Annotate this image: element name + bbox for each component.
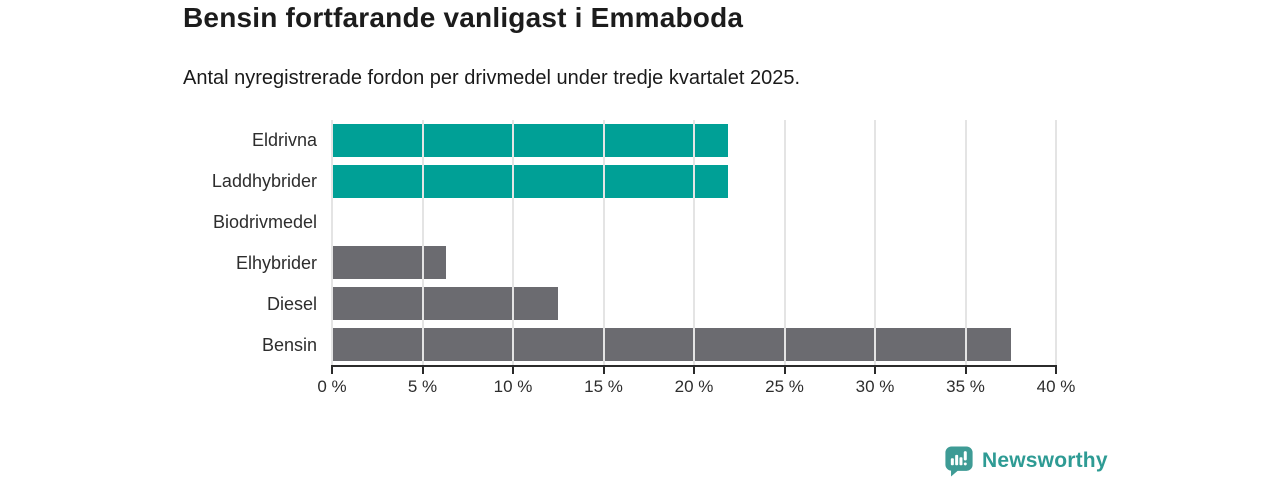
gridline [331,120,333,365]
x-axis-tick-label: 25 % [765,377,804,396]
x-axis-tick [331,365,333,374]
x-axis-tick-label: 15 % [584,377,623,396]
bar-elhybrider [332,246,447,280]
x-axis-tick-label: 0 % [317,377,347,396]
chart-subtitle: Antal nyregistrerade fordon per drivmede… [183,67,801,89]
x-axis-tick [783,365,786,374]
category-label-elhybrider: Elhybrider [235,252,317,273]
x-axis-tick [421,365,424,374]
newsworthy-logo: Newsworthy [944,445,1108,477]
x-axis-tick [693,365,695,374]
x-axis-tick-label: 10 % [493,377,533,396]
gridline [874,120,876,365]
newsworthy-logo-text: Newsworthy [982,449,1108,472]
x-axis-tick-label: 20 % [674,377,714,396]
gridline [783,120,786,365]
category-label-bensin: Bensin [261,334,317,355]
gridline [1055,120,1057,365]
x-axis-tick-label: 5 % [407,377,438,396]
chart-title: Bensin fortfarande vanligast i Emmaboda [183,2,744,33]
category-label-eldrivna: Eldrivna [251,130,317,151]
gridline [693,120,695,365]
x-axis-tick-label: 35 % [946,377,985,396]
gridline [964,120,967,365]
newsworthy-bar-chart-badge-icon [945,446,973,477]
bar-chart-plot-area: Eldrivna Laddhybrider Biodrivmedel Elhybrid… [212,120,1075,396]
x-axis-tick [1055,365,1057,374]
x-axis-tick-label: 30 % [855,377,895,396]
gridline [512,120,514,365]
category-label-diesel: Diesel [266,293,317,314]
gridline [602,120,605,365]
category-label-laddhybrider: Laddhybrider [211,171,317,192]
bar-laddhybrider [332,164,729,198]
x-axis-tick [512,365,514,374]
bar-eldrivna [332,123,729,157]
x-axis-line [331,365,1057,367]
gridline [421,120,424,365]
category-label-biodrivmedel: Biodrivmedel [212,212,317,233]
x-axis-tick [602,365,605,374]
x-axis-tick-label: 40 % [1036,377,1076,396]
bar-bensin [332,328,1011,362]
x-axis-tick [964,365,967,374]
x-axis-tick [874,365,876,374]
bar-diesel [332,287,559,321]
